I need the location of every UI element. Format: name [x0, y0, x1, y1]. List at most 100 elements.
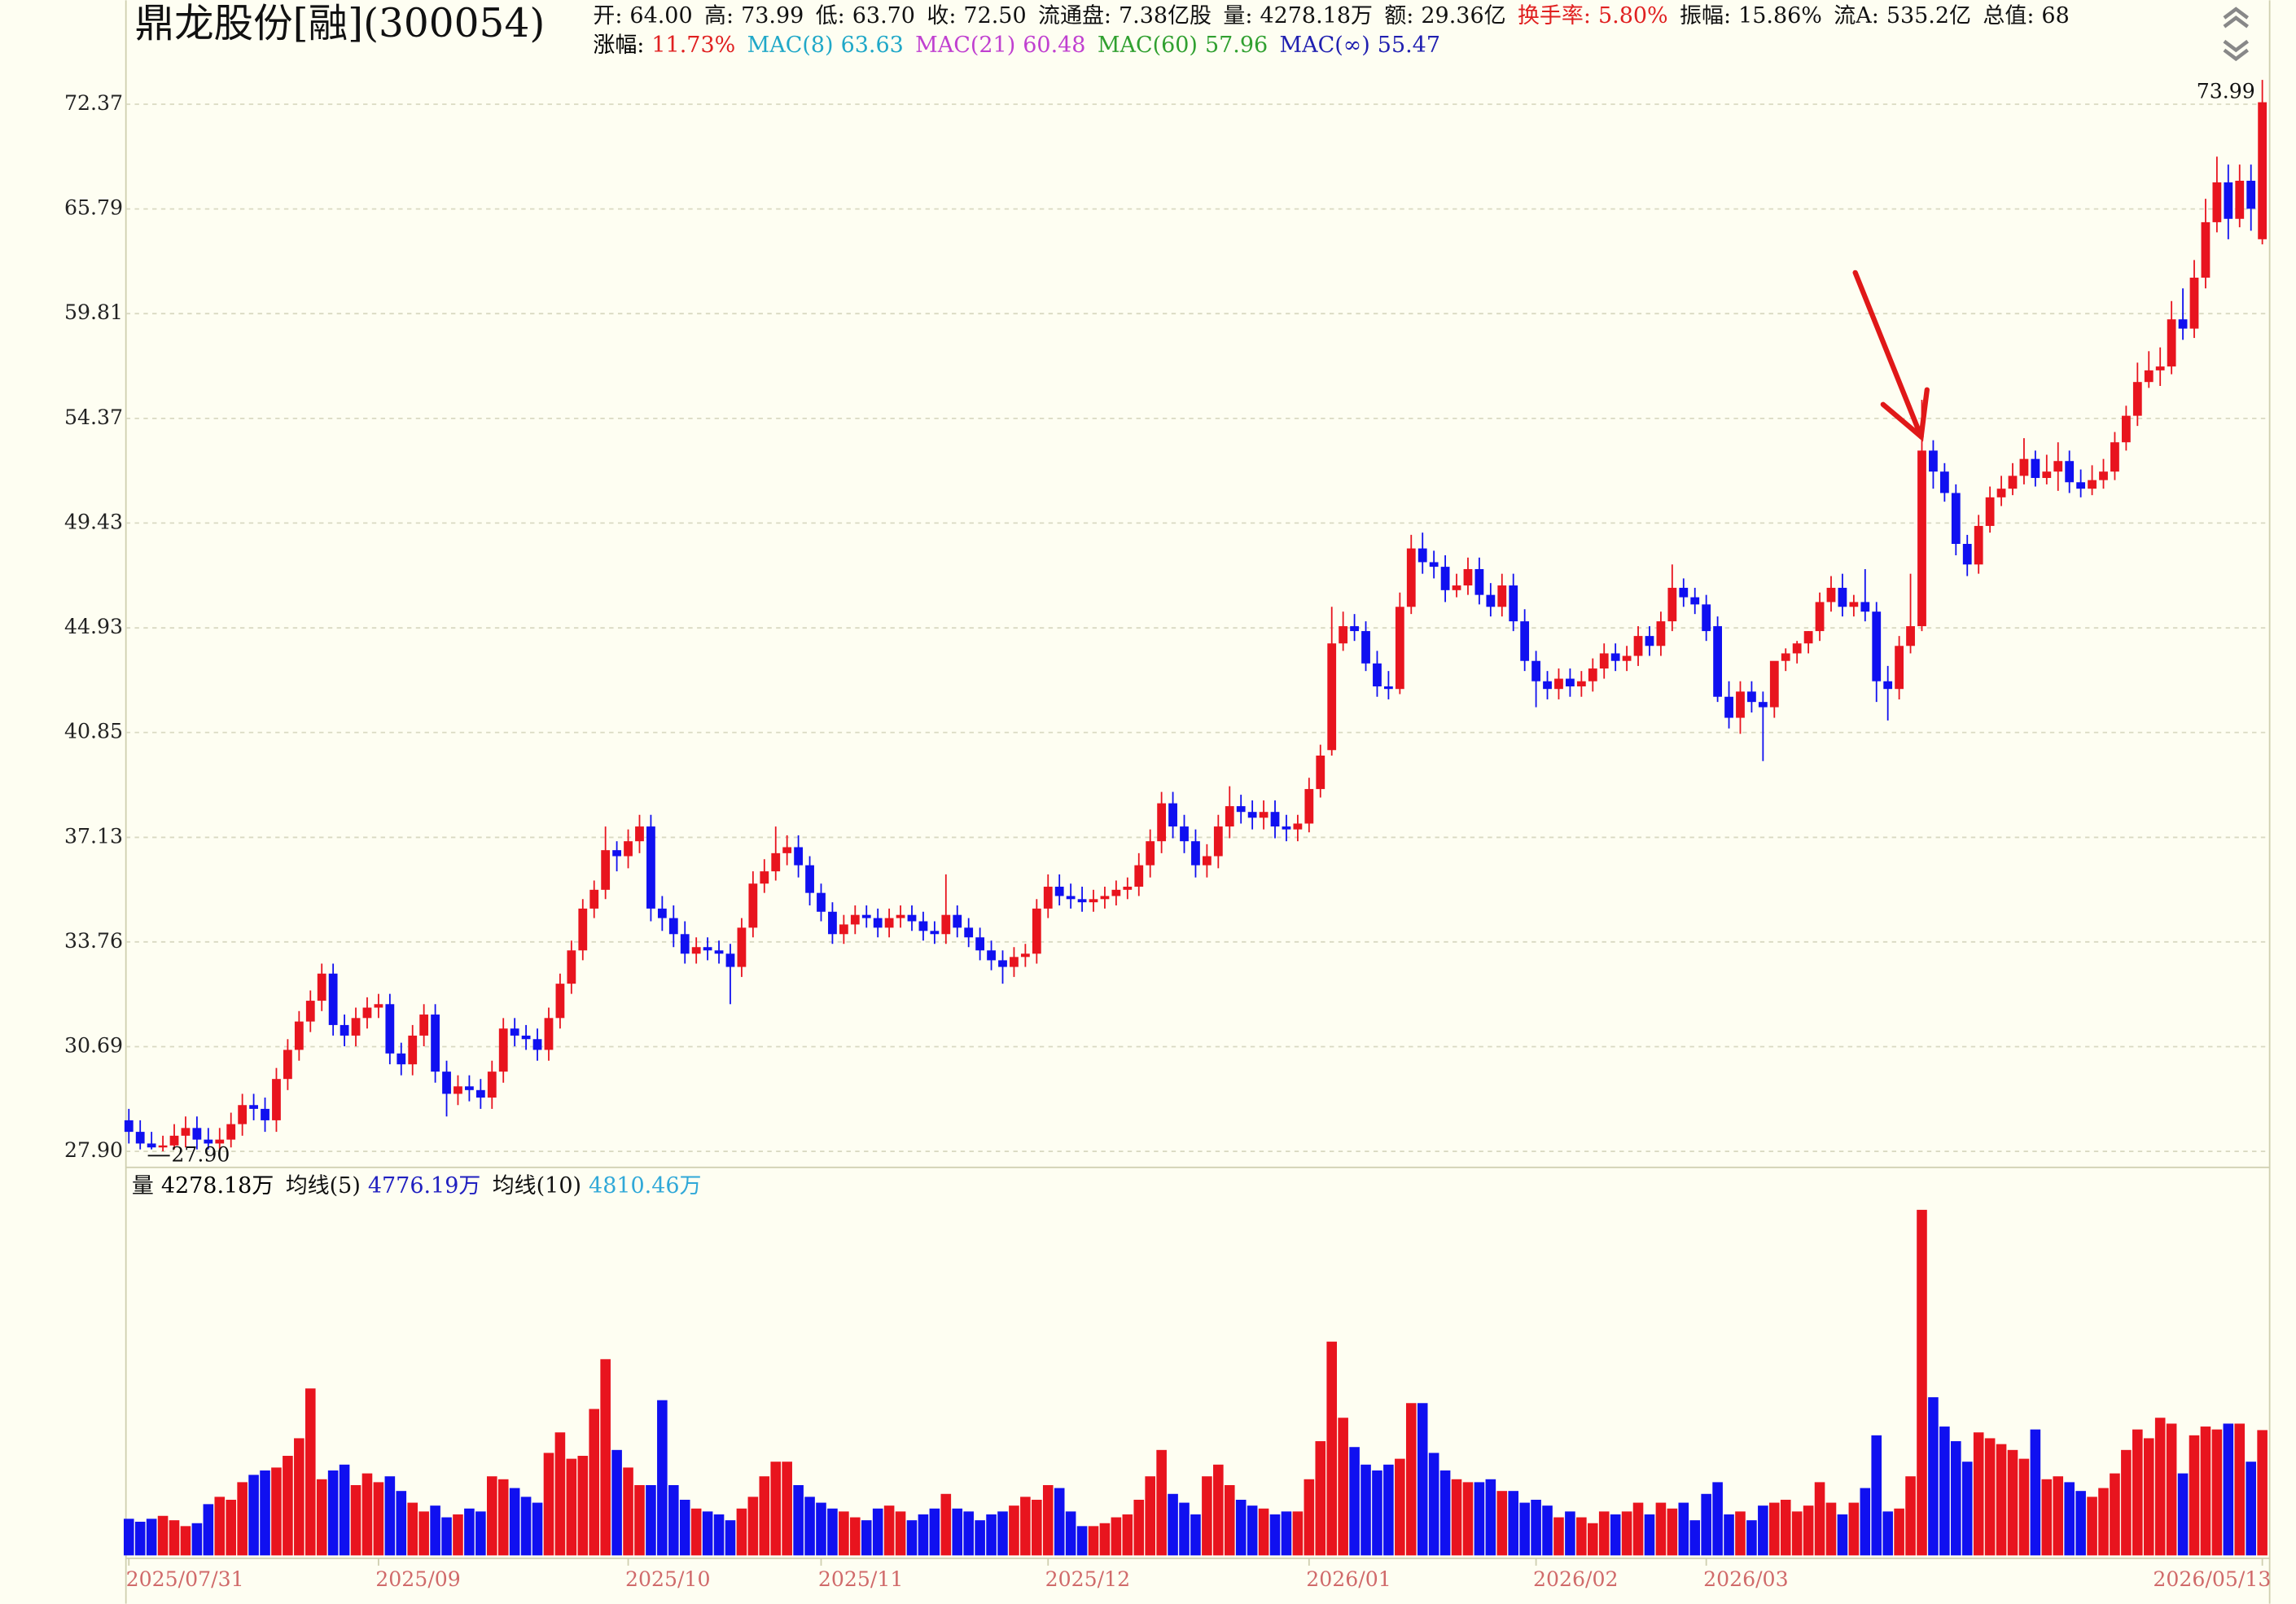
volume-bar	[1190, 1514, 1201, 1556]
y-tick-label: 27.90	[64, 1138, 123, 1162]
volume-bar	[827, 1508, 838, 1556]
volume-bar	[464, 1508, 475, 1556]
volume-bar	[226, 1499, 237, 1556]
header-label: 均线(10)	[493, 1173, 581, 1199]
candle-body	[782, 847, 792, 853]
candle-body	[2201, 221, 2211, 278]
candle-body	[1089, 899, 1098, 903]
volume-bar	[804, 1497, 815, 1556]
y-tick-label: 40.85	[64, 720, 123, 743]
candle-body	[624, 841, 633, 857]
candle-body	[1645, 636, 1654, 646]
candle-body	[2155, 366, 2165, 370]
candle-body	[896, 914, 905, 918]
volume-bar	[736, 1508, 747, 1556]
candle-body	[2121, 415, 2131, 443]
y-tick-label: 37.13	[64, 824, 123, 848]
candle-body	[1883, 681, 1893, 690]
volume-bar	[1439, 1470, 1451, 1556]
header-value: 72.50	[963, 3, 1026, 28]
volume-bar	[1156, 1449, 1167, 1556]
volume-bar	[1553, 1517, 1564, 1556]
volume-bar	[1519, 1502, 1530, 1556]
volume-bar	[963, 1511, 974, 1556]
header-label: 均线(5)	[286, 1173, 361, 1199]
volume-bar	[543, 1453, 554, 1556]
candle-body	[1020, 953, 1030, 958]
candle-body	[261, 1108, 269, 1120]
volume-bar	[305, 1388, 316, 1556]
candle-body	[1610, 653, 1620, 661]
header-label: MAC(8)	[747, 33, 834, 58]
volume-bar	[1247, 1505, 1258, 1556]
header-label: MAC(21)	[915, 33, 1015, 58]
volume-bar	[1076, 1526, 1088, 1556]
candle-body	[408, 1035, 418, 1065]
candle-body	[1066, 896, 1076, 900]
candle-body	[703, 947, 712, 951]
volume-bar	[1372, 1470, 1382, 1556]
volume-bar	[2087, 1497, 2097, 1556]
candle-body	[2258, 102, 2268, 239]
candle-body	[158, 1145, 168, 1148]
volume-bar	[1632, 1502, 1644, 1556]
candle-body	[2019, 458, 2029, 476]
candle-body	[1622, 655, 1632, 661]
volume-bar	[2200, 1427, 2211, 1556]
header-label: 低:	[816, 3, 845, 28]
header-value: 5.80%	[1598, 3, 1668, 28]
candle-body	[1895, 646, 1904, 690]
volume-bar	[975, 1520, 985, 1556]
header-label: 振幅:	[1680, 3, 1731, 28]
candle-body	[601, 850, 611, 890]
candle-body	[1996, 489, 2006, 497]
candle-body	[317, 973, 326, 1001]
candle-body	[238, 1105, 248, 1124]
volume-bar	[2121, 1449, 2132, 1556]
candle-body	[1872, 611, 1882, 681]
candle-body	[2246, 180, 2256, 209]
header-value: 4810.46万	[589, 1173, 701, 1199]
header-value: 55.47	[1378, 33, 1440, 58]
candle-body	[1576, 681, 1586, 687]
candle-body	[1690, 597, 1700, 605]
volume-bar	[1304, 1479, 1315, 1556]
candle-body	[975, 937, 985, 951]
volume-bar	[283, 1456, 293, 1556]
header-label: 额:	[1384, 3, 1413, 28]
candle-body	[2053, 461, 2063, 472]
volume-bar	[1746, 1520, 1757, 1556]
volume-bar	[1133, 1499, 1145, 1556]
volume-bar	[350, 1484, 361, 1556]
candle-body	[1860, 602, 1870, 612]
candle-body	[465, 1086, 474, 1090]
volume-bar	[180, 1526, 191, 1556]
candle-body	[1350, 626, 1359, 632]
volume-bar	[634, 1484, 645, 1556]
volume-bar	[611, 1449, 622, 1556]
scroll-buttons[interactable]	[2223, 7, 2249, 62]
header-value: 4776.19万	[368, 1173, 481, 1199]
y-tick-label: 49.43	[64, 510, 123, 533]
volume-bar	[668, 1484, 679, 1556]
volume-bar	[294, 1438, 305, 1556]
volume-bar	[747, 1497, 759, 1556]
candle-body	[714, 950, 724, 954]
volume-bar	[986, 1514, 997, 1556]
candle-body	[1679, 587, 1689, 598]
volume-bar	[1088, 1526, 1099, 1556]
volume-bar	[1655, 1502, 1667, 1556]
volume-bar	[657, 1400, 668, 1556]
candle-body	[204, 1139, 213, 1144]
volume-bar	[589, 1409, 600, 1556]
volume-bar	[2041, 1479, 2053, 1556]
volume-bar	[339, 1464, 350, 1556]
volume-bar	[2154, 1418, 2166, 1556]
candle-body	[817, 892, 826, 912]
volume-bar	[1587, 1523, 1598, 1556]
candle-body	[2235, 180, 2245, 219]
candle-body	[771, 852, 781, 872]
volume-bar	[1735, 1511, 1746, 1556]
header-label: 开:	[593, 3, 622, 28]
volume-bar	[2064, 1482, 2075, 1556]
